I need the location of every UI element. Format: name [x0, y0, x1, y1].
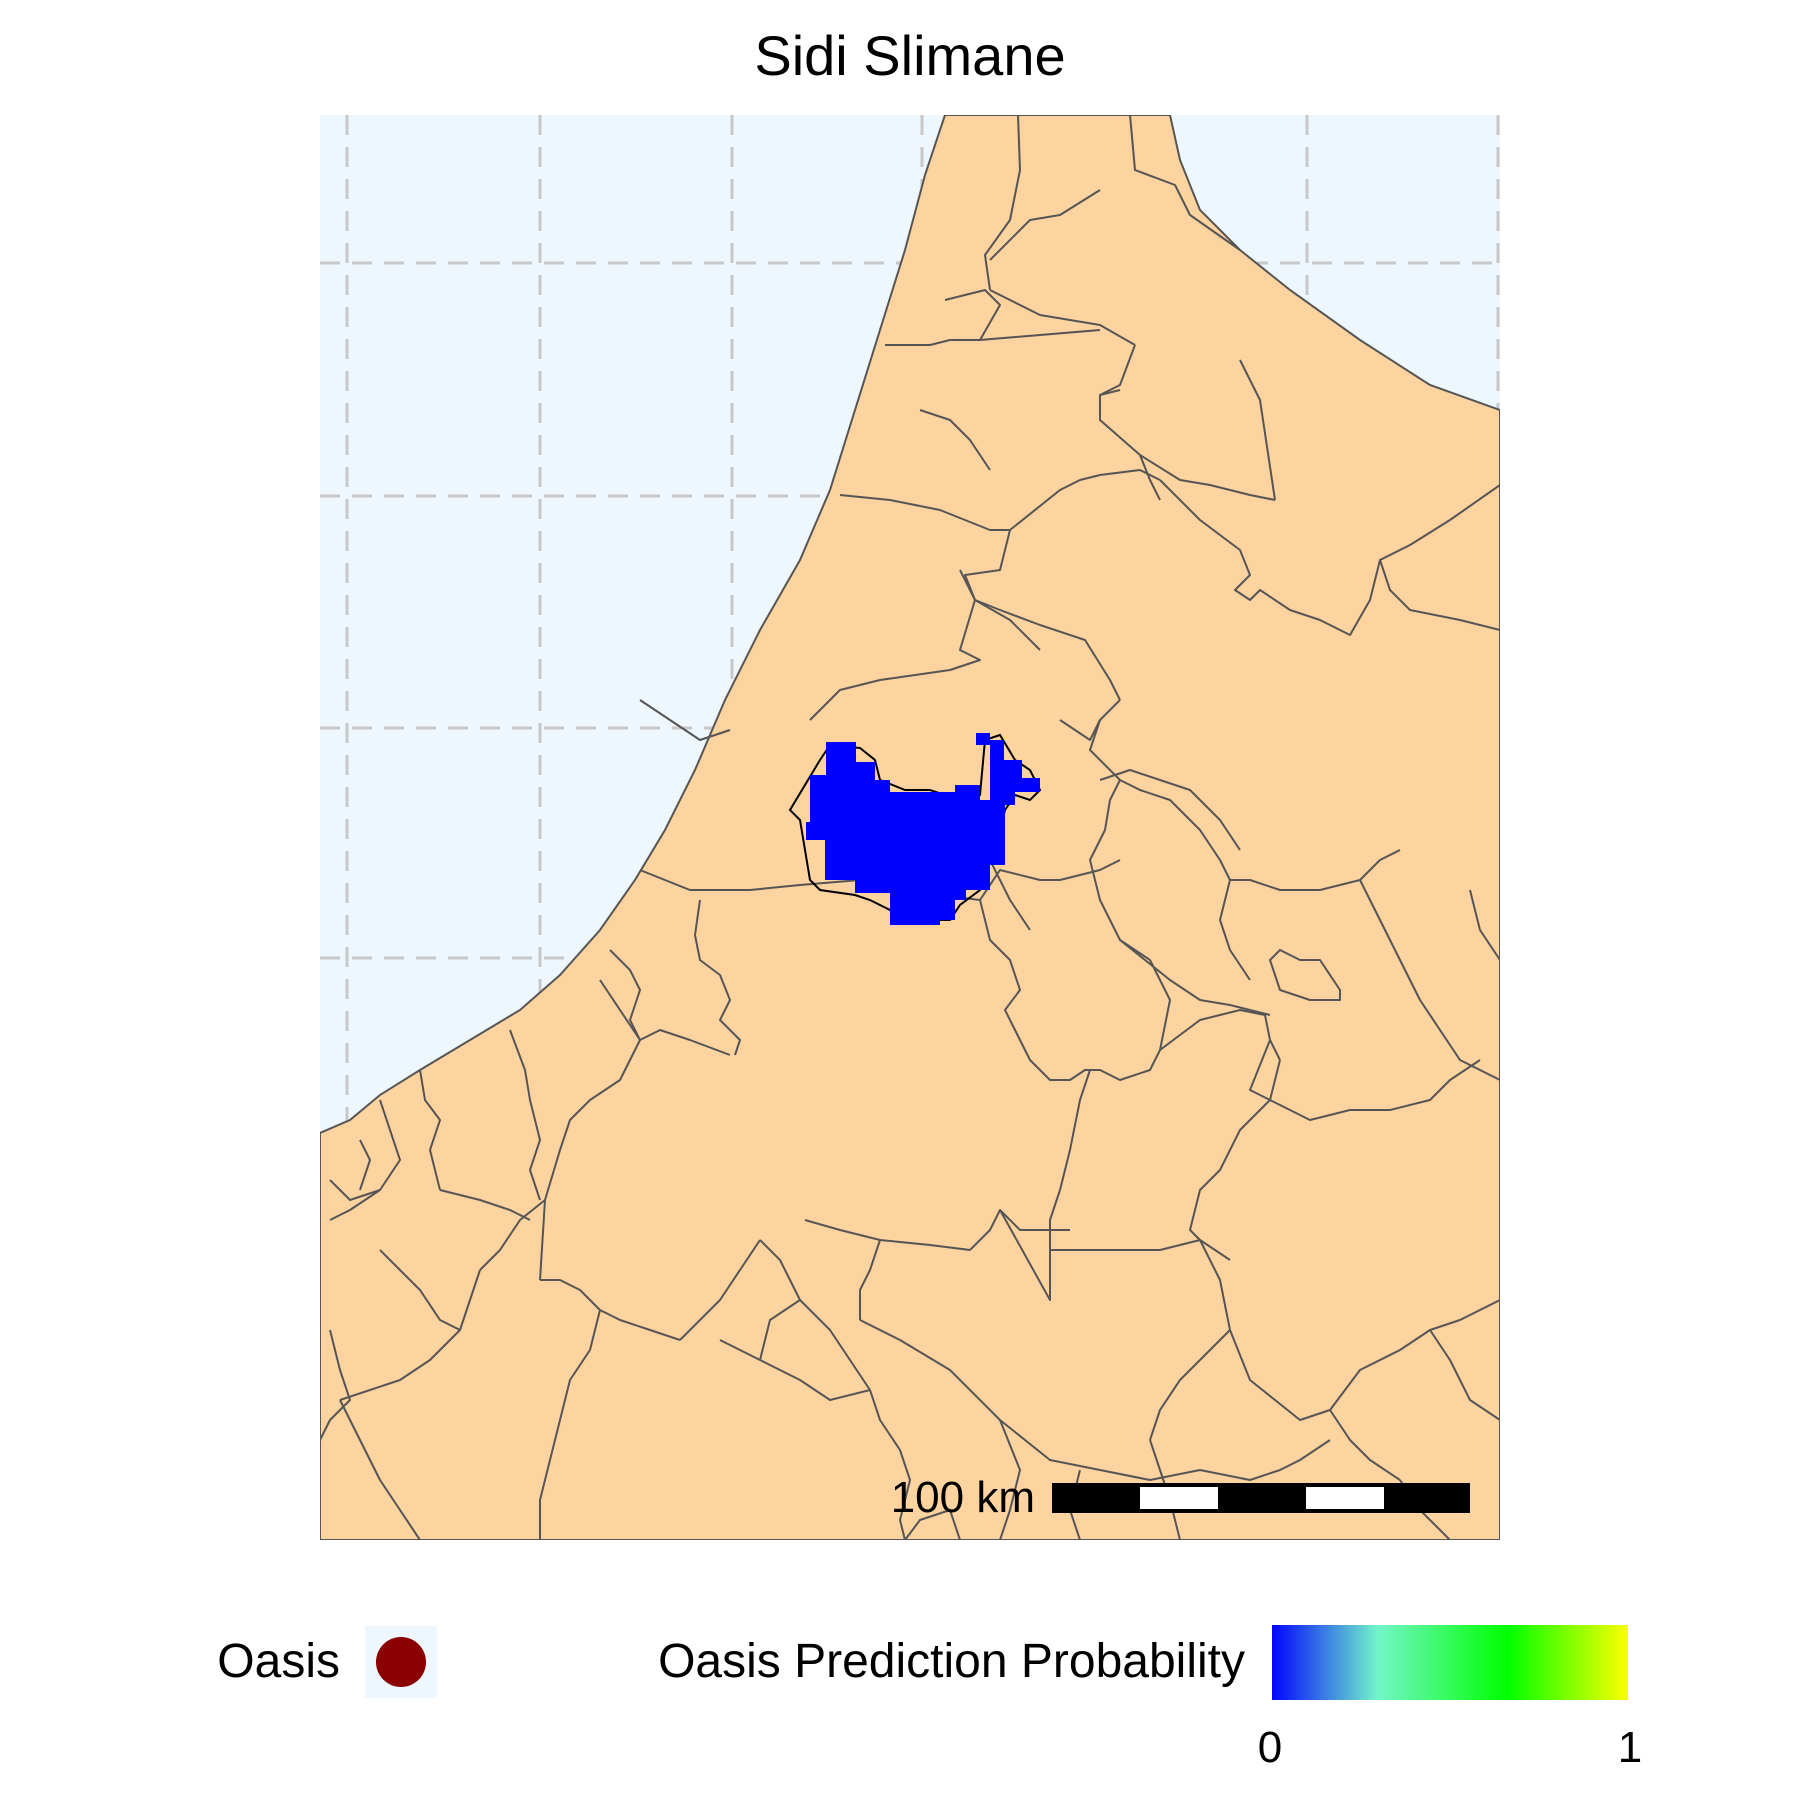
probability-colorbar [1270, 1625, 1630, 1700]
colorbar-max-label: 1 [1618, 1723, 1642, 1772]
legend-oasis-label: Oasis [217, 1635, 340, 1688]
colorbar-min-label: 0 [1258, 1723, 1282, 1772]
map-panel: 100 km [320, 115, 1500, 1540]
scale-bar [1052, 1483, 1470, 1513]
oasis-point-icon [376, 1637, 426, 1687]
legend: Oasis Oasis Prediction Probability 0 1 [217, 1625, 1642, 1772]
sidi-slimane-probability-fill [806, 733, 1040, 925]
legend-probability-label: Oasis Prediction Probability [658, 1635, 1245, 1688]
map-title: Sidi Slimane [754, 24, 1065, 87]
scale-bar-label: 100 km [891, 1473, 1035, 1522]
predicted-region [788, 733, 1042, 925]
